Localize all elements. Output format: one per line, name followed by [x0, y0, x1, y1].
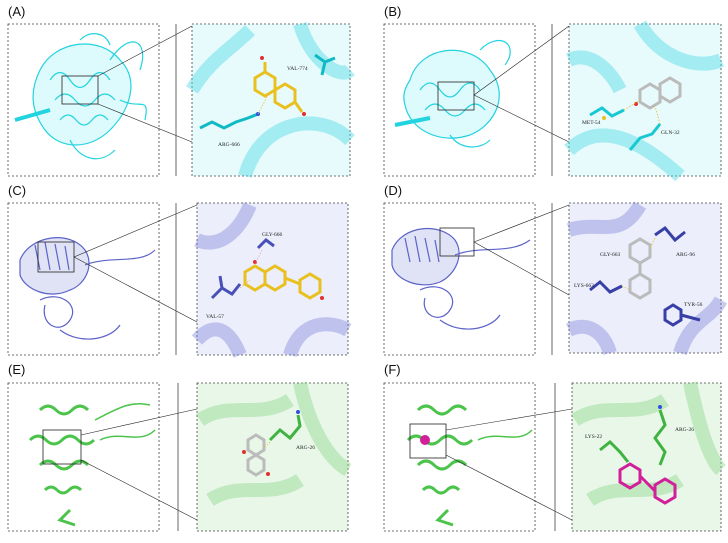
- residue-label-a2: ARG-666: [218, 142, 240, 148]
- detail-ribbons-d: [565, 201, 728, 356]
- residue-arg-f: [653, 405, 667, 466]
- residue-arg-d: [654, 225, 686, 243]
- panel-c: GLY-666 VAL-57: [7, 202, 352, 358]
- residue-label-d1: GLY-663: [600, 252, 620, 258]
- residue-lys-d: [589, 279, 623, 294]
- overview-frame-e: [7, 382, 160, 532]
- panel-d: GLY-663 ARG-96 LYS-663 TYR-56: [383, 201, 728, 356]
- detail-frame-f: [571, 382, 722, 532]
- detail-frame-b: [568, 23, 722, 177]
- overview-frame-f: [383, 382, 536, 532]
- detail-ribbons-b: [564, 20, 725, 182]
- ligand-a: [253, 56, 306, 116]
- detail-ribbons-f: [571, 381, 727, 507]
- zoom-box-e: [42, 429, 82, 465]
- panel-e: ARG-26: [7, 381, 352, 532]
- residue-label-d2: ARG-96: [676, 252, 695, 258]
- protein-overview-d: [391, 227, 531, 330]
- residue-val-a: [314, 53, 336, 76]
- overview-frame-c: [7, 202, 160, 356]
- ligand-b: [634, 76, 682, 110]
- residue-arg-e: [268, 410, 302, 442]
- residue-met-b: [589, 106, 625, 120]
- panel-f: LYS-22 ARG-26: [383, 381, 727, 532]
- ligand-e: [242, 433, 270, 477]
- detail-ribbons-c: [191, 202, 352, 358]
- residue-label-a1: VAL-774: [287, 66, 308, 72]
- overview-frame-d: [383, 202, 536, 356]
- panel-label-d: (D): [384, 183, 403, 198]
- residue-label-c1: GLY-666: [262, 232, 282, 238]
- panel-label-a: (A): [8, 4, 26, 19]
- detail-frame-c: [196, 202, 349, 356]
- overview-frame-a: [7, 23, 160, 177]
- zoom-box-f: [409, 423, 447, 459]
- residue-lys-f: [599, 439, 630, 463]
- residue-label-d3: LYS-663: [574, 283, 594, 289]
- ligand-f: [618, 462, 677, 505]
- zoom-box-b: [437, 81, 475, 111]
- overview-frame-b: [383, 23, 536, 177]
- protein-overview-c: [19, 237, 156, 340]
- detail-ribbons-e: [196, 381, 352, 507]
- panel-a: VAL-774 ARG-666: [7, 21, 355, 179]
- protein-overview-a: [14, 33, 147, 160]
- panel-label-c: (C): [8, 183, 27, 198]
- protein-overview-e: [28, 403, 156, 527]
- panel-label-b: (B): [384, 4, 402, 19]
- residue-gly-c: [256, 238, 275, 250]
- panel-label-e: (E): [8, 362, 26, 377]
- ligand-d: [628, 237, 652, 300]
- panel-label-f: (F): [384, 362, 401, 377]
- residue-label-e1: ARG-26: [296, 445, 315, 451]
- residue-label-b1: MET-54: [582, 120, 601, 126]
- residue-label-f2: ARG-26: [675, 427, 694, 433]
- residue-label-b2: GLN-32: [661, 130, 680, 136]
- detail-frame-e: [196, 382, 349, 532]
- protein-overview-b: [394, 39, 511, 148]
- residue-val-c: [210, 275, 242, 300]
- residue-tyr-d: [663, 303, 701, 327]
- residue-label-c2: VAL-57: [206, 314, 224, 320]
- residue-gln-b: [628, 123, 662, 151]
- detail-frame-a: [191, 23, 351, 177]
- panel-b: MET-54 GLN-32: [383, 20, 725, 182]
- zoom-box-a: [61, 75, 99, 105]
- residue-label-f1: LYS-22: [585, 434, 602, 440]
- residue-label-d4: TYR-56: [684, 302, 703, 308]
